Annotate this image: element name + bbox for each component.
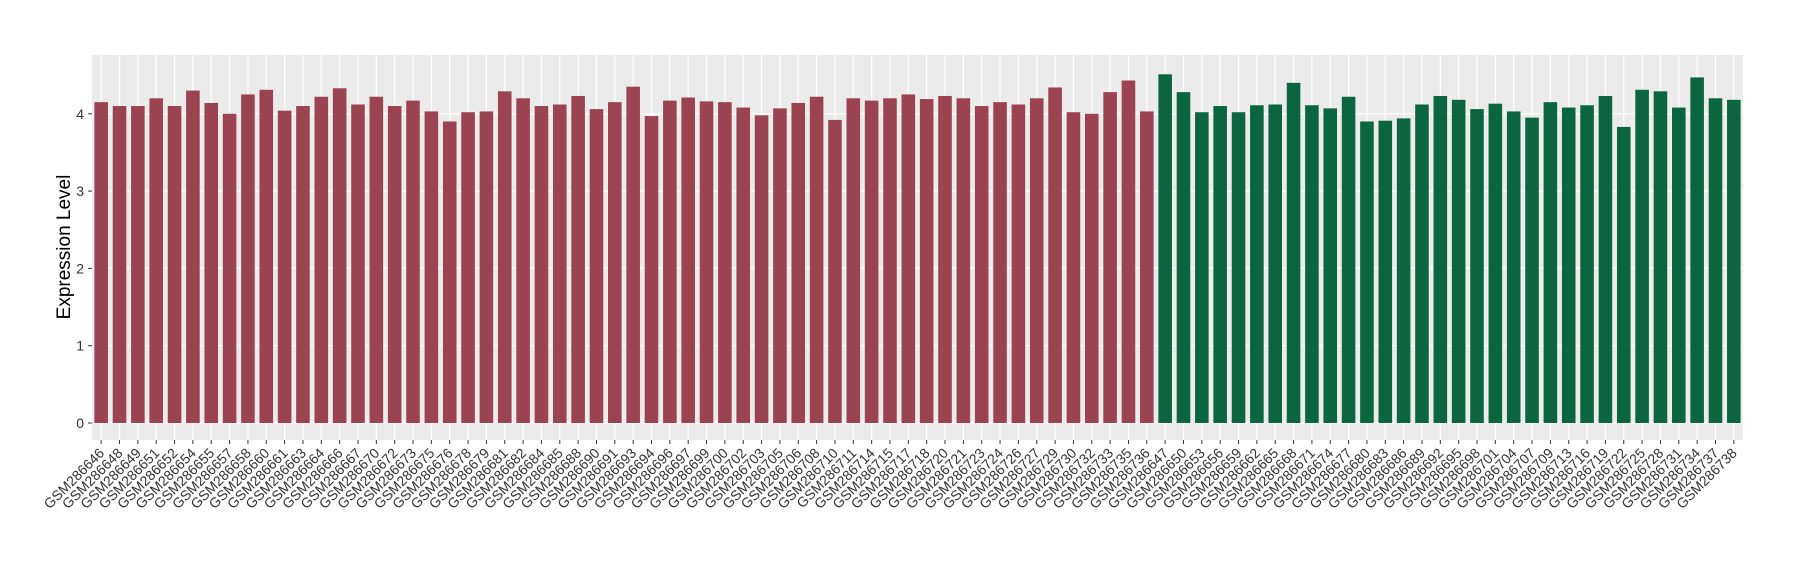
bar	[1396, 118, 1411, 423]
bar	[406, 100, 420, 423]
bar	[296, 106, 310, 423]
panel	[92, 55, 1743, 440]
bar	[571, 95, 585, 423]
bar	[94, 102, 108, 423]
bar	[1561, 107, 1576, 423]
bar	[1250, 105, 1264, 423]
bar	[1048, 87, 1062, 423]
bar	[1231, 112, 1246, 423]
y-tick-label: 1	[76, 338, 84, 354]
bar	[1084, 113, 1099, 423]
bar	[791, 102, 806, 423]
bar	[1635, 89, 1649, 423]
bar	[919, 99, 934, 423]
bar	[1305, 105, 1319, 423]
bar	[1470, 109, 1484, 423]
bar	[1158, 74, 1172, 423]
bar	[1525, 117, 1539, 423]
bar	[938, 95, 952, 423]
bar	[1727, 99, 1741, 423]
bar	[1433, 95, 1448, 423]
bar	[681, 97, 695, 423]
bar	[1176, 92, 1191, 423]
bar	[1378, 120, 1393, 423]
bar	[277, 110, 292, 423]
bar	[204, 102, 219, 423]
bar	[1488, 103, 1503, 423]
bar	[1011, 104, 1026, 423]
bar	[1286, 82, 1301, 423]
y-tick-label: 2	[76, 260, 84, 276]
bar	[314, 96, 329, 423]
bar	[773, 108, 787, 423]
bar	[1653, 91, 1668, 423]
bar	[351, 104, 365, 423]
bar	[442, 121, 457, 423]
bar	[112, 106, 127, 423]
bar	[516, 98, 530, 423]
bar	[828, 119, 842, 423]
y-tick-label: 0	[76, 415, 84, 431]
bar	[1543, 102, 1558, 423]
bar	[1616, 126, 1631, 423]
bar	[1598, 95, 1613, 423]
bar	[901, 94, 916, 423]
bar	[1506, 111, 1521, 423]
bar	[754, 115, 769, 423]
bar	[479, 111, 494, 423]
bar	[1690, 77, 1704, 423]
bar	[186, 90, 200, 423]
bar	[974, 106, 989, 423]
bar	[167, 106, 182, 423]
bar	[736, 107, 751, 423]
bar	[1066, 112, 1081, 423]
bar	[809, 96, 824, 423]
bar	[1140, 111, 1154, 423]
y-tick-label: 3	[76, 183, 84, 199]
bar	[1029, 98, 1044, 423]
bar	[241, 94, 255, 423]
bar	[718, 102, 732, 423]
bar	[626, 86, 640, 423]
bar	[644, 116, 659, 423]
bar	[552, 104, 567, 423]
y-tick-label: 4	[76, 106, 84, 122]
bar	[1341, 96, 1356, 423]
bar	[497, 91, 512, 423]
bar	[956, 98, 971, 423]
bar	[534, 106, 549, 423]
bar	[846, 98, 861, 423]
bar	[259, 89, 274, 423]
bar	[1360, 121, 1374, 423]
bar	[1451, 99, 1466, 423]
y-axis-label: Expression Level	[54, 175, 75, 320]
bar	[1415, 104, 1429, 423]
bar	[663, 100, 677, 423]
bar	[1213, 106, 1227, 423]
bar	[1672, 107, 1686, 423]
bar	[699, 101, 714, 423]
bar	[993, 102, 1007, 423]
bar	[1268, 104, 1283, 423]
bar	[1103, 92, 1117, 423]
bar	[1708, 98, 1723, 423]
bar	[1580, 105, 1594, 423]
bar	[1195, 112, 1209, 423]
bar	[1121, 80, 1136, 423]
bar	[883, 98, 897, 423]
bar	[387, 106, 402, 423]
bar	[332, 88, 347, 423]
bar	[149, 98, 163, 423]
bar	[1323, 108, 1338, 423]
bar	[461, 112, 475, 423]
bar	[131, 106, 145, 423]
bar	[589, 109, 604, 423]
bar	[608, 102, 622, 423]
bar	[864, 100, 879, 423]
bar	[369, 96, 384, 423]
bar	[222, 113, 237, 423]
bar	[424, 111, 439, 423]
